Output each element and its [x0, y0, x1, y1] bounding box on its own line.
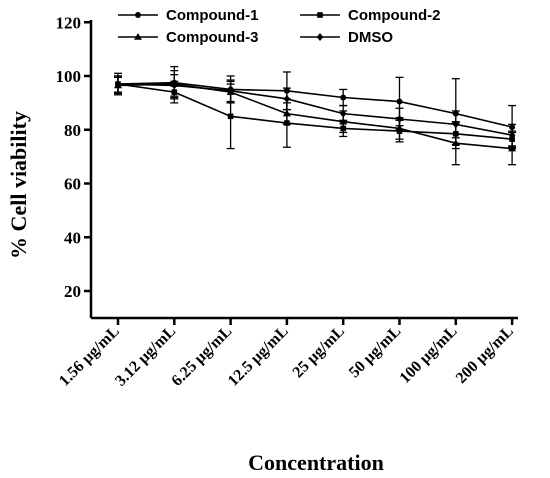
- data-point: [340, 109, 347, 118]
- series-layer: [114, 65, 517, 166]
- x-tick-label: 200 µg/mL: [453, 323, 517, 387]
- data-point: [508, 131, 516, 140]
- x-axis-title: Concentration: [248, 450, 384, 475]
- data-point: [283, 94, 291, 103]
- data-point: [227, 113, 234, 120]
- y-tick-label: 60: [64, 175, 81, 194]
- y-axis-title: % Cell viability: [6, 111, 31, 259]
- series-line: [117, 83, 513, 150]
- legend-item-compound-1: Compound-1: [118, 7, 258, 24]
- y-tick-label: 20: [64, 282, 81, 301]
- x-tick-label: 100 µg/mL: [397, 323, 461, 387]
- y-tick-label: 40: [64, 228, 81, 247]
- x-tick-label: 25 µg/mL: [290, 323, 348, 381]
- series-line: [117, 83, 513, 140]
- data-point: [396, 115, 403, 123]
- legend-marker: [317, 12, 323, 18]
- data-point: [340, 94, 347, 101]
- legend-item-dmso: DMSO: [300, 29, 393, 46]
- series-dmso: [114, 74, 517, 147]
- data-point: [451, 139, 460, 146]
- y-tick-label: 120: [56, 13, 82, 32]
- data-point: [227, 86, 234, 95]
- legend-marker: [135, 12, 141, 18]
- series-line: [117, 81, 513, 128]
- legend-label: Compound-2: [348, 7, 440, 24]
- legend-item-compound-2: Compound-2: [300, 7, 440, 24]
- data-point: [396, 98, 403, 105]
- x-tick-label: 50 µg/mL: [346, 323, 404, 381]
- series-line: [117, 83, 513, 136]
- legend: Compound-1 Compound-2 Compound-3 DMSO: [118, 7, 440, 46]
- y-tick-label: 80: [64, 121, 81, 140]
- data-point: [452, 120, 459, 129]
- legend-label: Compound-1: [166, 7, 258, 24]
- legend-marker: [134, 33, 142, 40]
- data-point: [508, 144, 517, 152]
- data-point: [282, 109, 291, 117]
- x-tick-label: 12.5 µg/mL: [225, 323, 292, 390]
- legend-item-compound-3: Compound-3: [118, 29, 258, 46]
- legend-label: Compound-3: [166, 29, 258, 46]
- y-tick-label: 100: [56, 67, 82, 86]
- legend-label: DMSO: [348, 29, 393, 46]
- data-point: [114, 80, 122, 89]
- legend-marker: [316, 33, 324, 41]
- data-point: [171, 81, 178, 90]
